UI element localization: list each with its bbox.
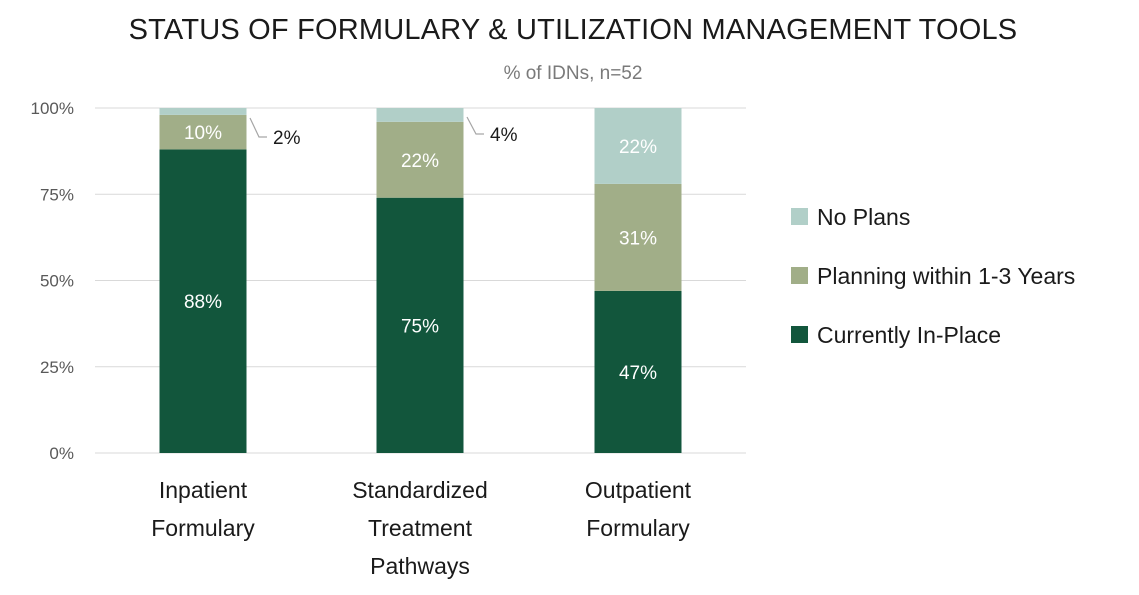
- bars: [159, 108, 682, 453]
- legend-label: No Plans: [817, 204, 910, 230]
- y-tick-label: 25%: [40, 358, 74, 377]
- category-label: Inpatient Formulary: [151, 477, 255, 541]
- y-tick-label: 75%: [40, 185, 74, 204]
- legend-swatch: [791, 267, 808, 284]
- callout-label: 2%: [273, 128, 301, 149]
- chart-title: STATUS OF FORMULARY & UTILIZATION MANAGE…: [128, 14, 1018, 46]
- y-tick-label: 100%: [31, 99, 74, 118]
- segment-label: 47%: [619, 363, 657, 384]
- segment-label: 10%: [184, 123, 222, 144]
- category-labels: Inpatient Formulary Standardized Treatment P…: [151, 477, 691, 579]
- y-axis-ticks: 0% 25% 50% 75% 100%: [31, 99, 74, 463]
- segment-label: 22%: [401, 151, 439, 172]
- segment-label: 75%: [401, 316, 439, 337]
- y-tick-label: 0%: [49, 444, 74, 463]
- bar-segment: [594, 290, 682, 453]
- chart-subtitle: % of IDNs, n=52: [503, 63, 643, 84]
- legend: No Plans Planning within 1-3 Years Current…: [791, 204, 1075, 348]
- legend-swatch: [791, 208, 808, 225]
- legend-label: Currently In-Place: [817, 322, 1001, 348]
- bar-segment: [159, 114, 247, 150]
- category-label: Standardized Treatment Pathways: [352, 477, 488, 579]
- segment-label: 22%: [619, 137, 657, 158]
- bar-segment: [376, 108, 464, 122]
- bar-segment: [594, 183, 682, 291]
- legend-label: Planning within 1-3 Years: [817, 263, 1075, 289]
- callout-leader: [466, 116, 484, 135]
- category-label: Outpatient Formulary: [585, 477, 692, 541]
- y-tick-label: 50%: [40, 272, 74, 291]
- callout-leader: [249, 117, 267, 138]
- bar-segment: [159, 149, 247, 453]
- callout-label: 4%: [490, 125, 518, 146]
- segment-labels: 88% 10% 2% 75% 22% 4% 47% 31% 22%: [184, 116, 657, 384]
- segment-label: 88%: [184, 292, 222, 313]
- bar-segment: [159, 108, 247, 115]
- bar-segment: [376, 197, 464, 453]
- bar-segment: [594, 108, 682, 184]
- legend-swatch: [791, 326, 808, 343]
- segment-label: 31%: [619, 228, 657, 249]
- bar-segment: [376, 121, 464, 198]
